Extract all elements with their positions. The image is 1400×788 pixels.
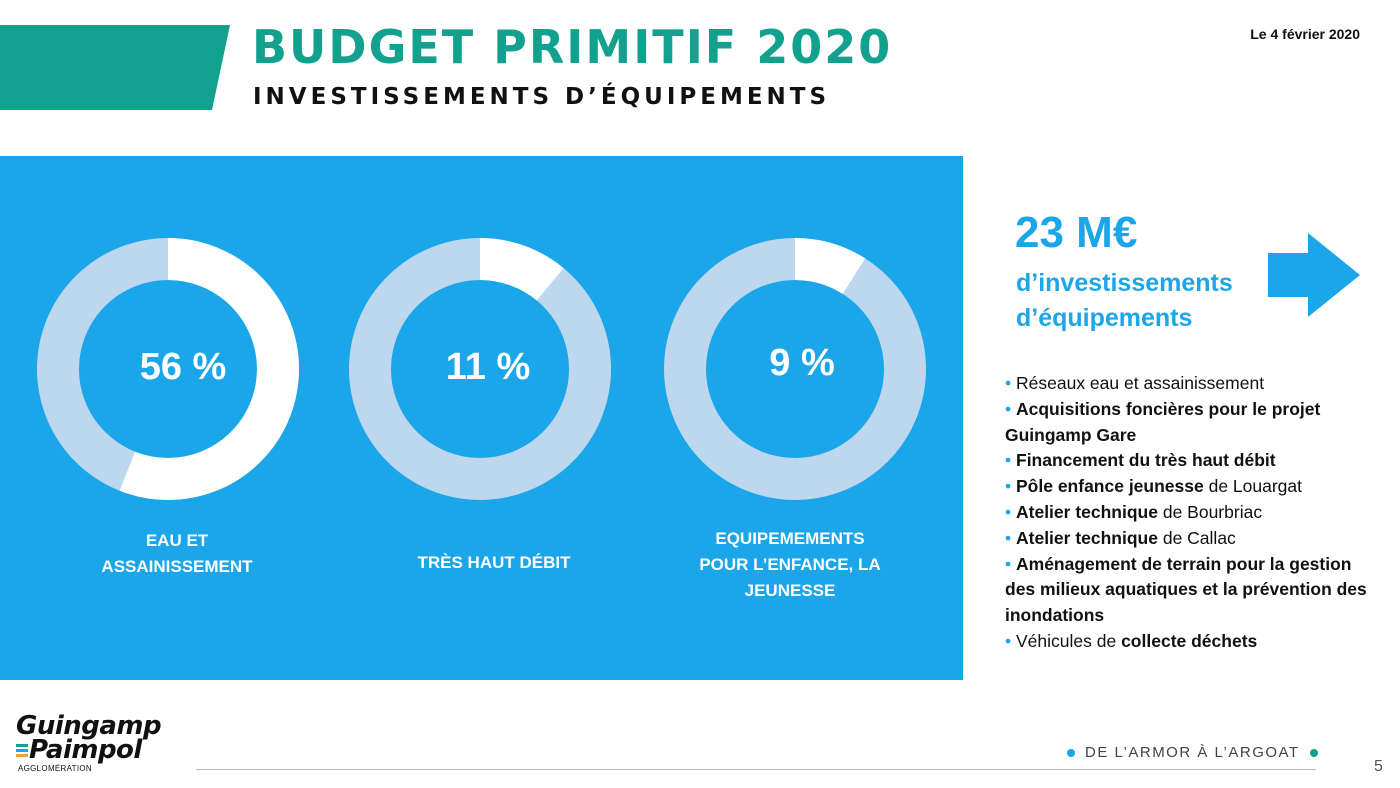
project-list-item: • Atelier technique de Callac [1005, 527, 1236, 548]
footer-tagline: DE L’ARMOR À L’ARGOAT [1057, 744, 1328, 761]
donut-label-childhood: EQUIPEMEMENTS POUR L’ENFANCE, LA JEUNESS… [699, 529, 881, 600]
donut-svg [664, 238, 926, 500]
bullet-icon: • [1005, 630, 1016, 651]
donut-panel: 56 % EAU ET ASSAINISSEMENT 11 % TRÈS HAU… [0, 156, 963, 680]
agglomeration-logo: Guingamp Paimpol AGGLOMÉRATION [16, 711, 162, 773]
footer-divider [196, 769, 1316, 770]
bullet-icon: • [1005, 450, 1016, 471]
total-description: d’investissements d’équipements [1016, 269, 1233, 332]
bullet-icon: • [1005, 373, 1016, 393]
project-list-item: • Atelier technique de Bourbriac [1005, 501, 1263, 522]
page-subtitle: INVESTISSEMENTS D’ÉQUIPEMENTS [253, 84, 831, 110]
project-list-item: • Réseaux eau et assainissement [1005, 373, 1265, 393]
project-list-item: • Financement du très haut débit [1005, 450, 1276, 471]
donut-chart-broadband [349, 238, 611, 505]
bullet-icon: • [1005, 527, 1016, 548]
bullet-icon: • [1005, 476, 1016, 497]
donut-label-water: EAU ET ASSAINISSEMENT [101, 531, 253, 576]
donut-percent-childhood: 9 % [769, 342, 835, 384]
bullet-icon: • [1005, 553, 1016, 574]
project-list-item: • Véhicules de collecte déchets [1005, 630, 1258, 651]
donut-svg [349, 238, 611, 500]
donut-share-arc [37, 238, 299, 500]
donut-share-arc [664, 238, 926, 500]
dot-icon [1067, 748, 1075, 757]
dot-icon [1309, 748, 1318, 757]
donut-percent-water: 56 % [139, 346, 227, 388]
page-number: 5 [1374, 758, 1383, 775]
project-list-item: • Acquisitions foncières pour le projet … [1005, 398, 1321, 445]
donut-chart-water [37, 238, 299, 505]
bullet-icon: • [1005, 398, 1016, 419]
donut-svg [37, 238, 299, 500]
right-arrow-icon [1268, 233, 1360, 317]
total-amount: 23 M€ [1015, 208, 1138, 257]
bullet-icon: • [1005, 501, 1016, 522]
donut-share-arc [349, 238, 611, 500]
project-list-item: • Aménagement de terrain pour la gestion… [1005, 553, 1367, 626]
title-band [0, 25, 230, 110]
page-title: BUDGET PRIMITIF 2020 [252, 20, 893, 74]
project-list-item: • Pôle enfance jeunesse de Louargat [1005, 476, 1303, 497]
date-label: Le 4 février 2020 [1250, 26, 1360, 42]
donut-percent-broadband: 11 % [445, 346, 531, 388]
donut-label-broadband: TRÈS HAUT DÉBIT [417, 553, 571, 572]
donut-chart-childhood [664, 238, 926, 505]
logo-bars-icon [16, 743, 28, 758]
project-list: • Réseaux eau et assainissement • Acquisi… [1005, 371, 1375, 655]
